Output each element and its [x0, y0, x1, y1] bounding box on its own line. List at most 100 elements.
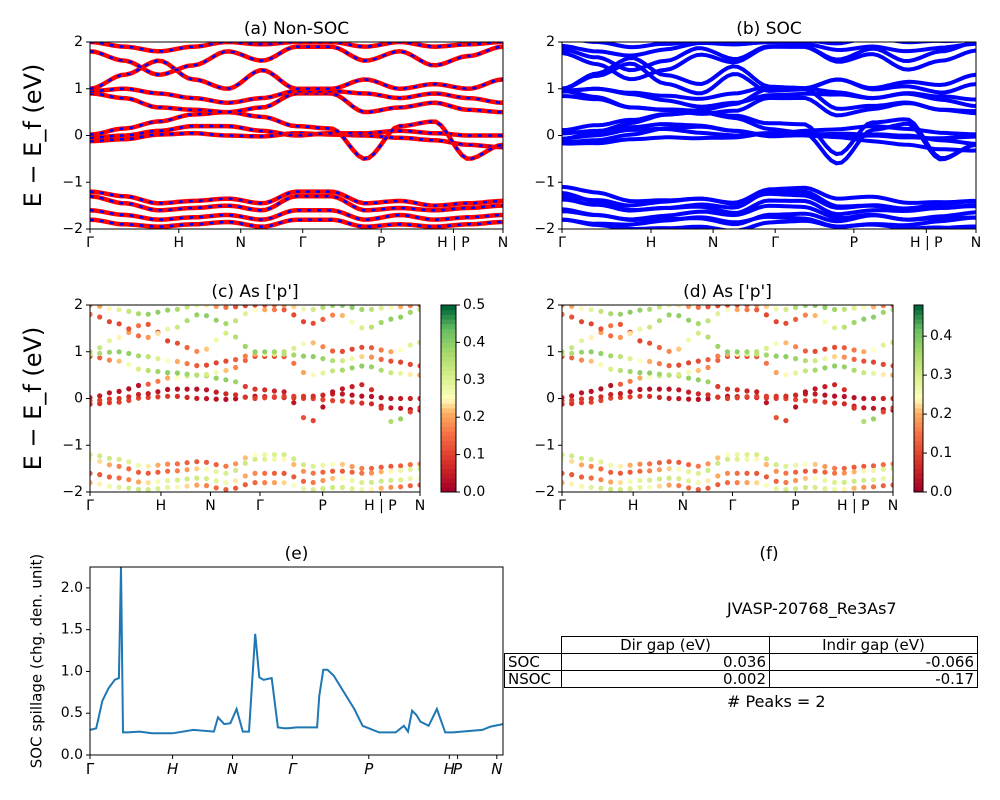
band-point: [233, 305, 239, 310]
band-line-overlay: [90, 92, 503, 114]
band-point: [744, 394, 750, 400]
band-point: [647, 386, 653, 392]
band-point: [617, 321, 624, 327]
colorbar-segment: [914, 347, 923, 353]
band-point: [106, 390, 112, 396]
band-point: [339, 367, 345, 373]
band-point: [666, 466, 672, 472]
band-point: [349, 463, 355, 470]
band-point: [398, 370, 404, 376]
colorbar-segment: [914, 449, 923, 456]
band-point: [106, 306, 112, 312]
band-point: [793, 486, 799, 492]
material-label: JVASP-20768_Re3As7: [727, 599, 897, 618]
band-point: [880, 476, 886, 482]
band-point: [802, 312, 809, 318]
band-point: [773, 415, 779, 421]
band-point: [145, 487, 151, 492]
band-point: [686, 396, 692, 402]
colorbar-segment: [914, 342, 923, 348]
band-point: [223, 367, 229, 374]
panel-title: (f): [759, 544, 778, 564]
band-point: [734, 305, 740, 308]
band-point: [310, 393, 316, 399]
band-point: [194, 312, 200, 318]
band-point: [578, 396, 585, 402]
band-point: [734, 349, 740, 355]
band-point: [407, 361, 413, 367]
band-point: [174, 468, 180, 474]
colorbar-segment: [914, 487, 923, 493]
band-point: [734, 480, 740, 486]
band-line: [562, 110, 976, 166]
band-point: [802, 475, 809, 481]
band-point: [90, 305, 93, 308]
panel-f-title: (f): [759, 544, 778, 564]
band-point: [203, 346, 210, 352]
band-point: [773, 353, 779, 359]
band-point: [97, 393, 103, 399]
band-point: [223, 321, 229, 327]
band-point: [832, 400, 838, 406]
band-point: [349, 319, 355, 325]
colorbar-segment: [441, 398, 456, 404]
band-point: [754, 349, 760, 355]
band-point: [349, 399, 355, 405]
band-point: [90, 311, 93, 317]
band-line: [90, 217, 503, 229]
x-tick-label: H: [444, 760, 455, 778]
band-point: [812, 348, 818, 354]
band-point: [330, 368, 336, 374]
band-point: [851, 478, 857, 484]
band-point: [349, 346, 355, 352]
band-point: [368, 387, 375, 393]
band-point: [310, 372, 316, 378]
band-point: [339, 398, 345, 404]
band-point: [291, 461, 297, 468]
band-point: [184, 476, 190, 482]
band-point: [890, 339, 893, 345]
band-point: [155, 309, 161, 315]
band-point: [368, 324, 375, 330]
band-point: [349, 469, 355, 475]
band-point: [203, 305, 210, 308]
colorbar-segment: [441, 333, 456, 339]
band-point: [242, 357, 248, 363]
band-point: [203, 466, 210, 472]
band-point: [233, 396, 239, 402]
band-point: [165, 370, 171, 376]
band-point: [608, 333, 614, 339]
x-tick-label: N: [491, 760, 502, 778]
band-point: [242, 383, 248, 390]
band-point: [97, 355, 103, 361]
band-point: [310, 320, 316, 326]
band-point: [281, 452, 287, 458]
colorbar-segment: [914, 319, 923, 325]
band-point: [242, 473, 248, 479]
band-point: [223, 480, 229, 486]
colorbar-segment: [914, 482, 923, 488]
band-point: [223, 470, 229, 476]
band-point: [145, 321, 151, 327]
band-point: [223, 358, 229, 364]
band-point: [339, 348, 345, 354]
band-point: [106, 483, 112, 489]
colorbar-segment: [914, 389, 923, 395]
colorbar-segment: [441, 431, 456, 437]
band-point: [841, 324, 847, 330]
band-point: [822, 305, 828, 311]
band-point: [349, 305, 355, 311]
band-point: [841, 479, 847, 485]
band-point: [734, 307, 740, 313]
band-point: [666, 459, 672, 465]
band-point: [647, 461, 653, 467]
band-point: [744, 305, 750, 308]
band-point: [724, 307, 731, 313]
colorbar-segment: [441, 379, 456, 385]
y-tick-label: 1: [74, 344, 83, 360]
band-point: [320, 356, 326, 362]
band-point: [252, 480, 258, 486]
band-line: [562, 61, 976, 96]
band-point: [617, 311, 624, 317]
band-point: [310, 470, 316, 476]
